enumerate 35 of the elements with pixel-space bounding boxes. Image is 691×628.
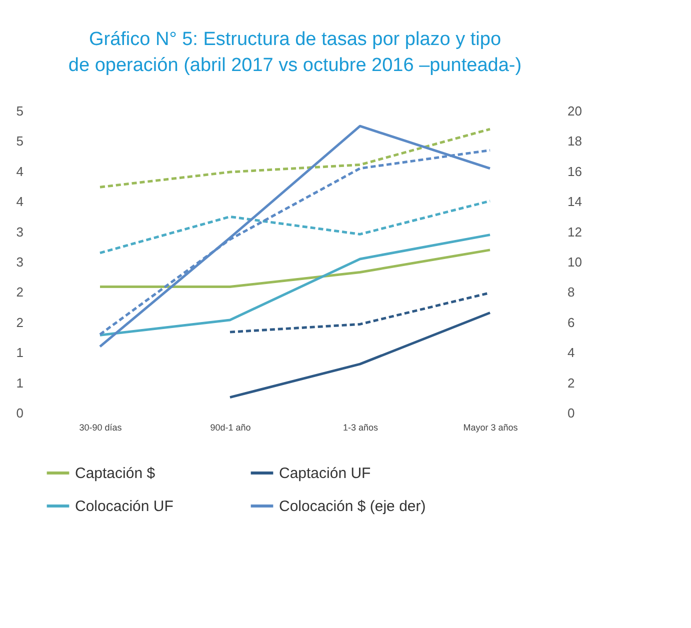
y2-tick-label: 16 (568, 164, 582, 179)
legend-label: Captación UF (279, 465, 371, 482)
y-tick-label: 1 (16, 375, 24, 390)
y2-tick-label: 14 (568, 194, 582, 210)
x-tick-label: 90d-1 año (210, 422, 251, 432)
line-series (98, 234, 492, 336)
y-tick-label: 3 (16, 254, 24, 270)
y2-tick-label: 12 (568, 224, 582, 240)
y2-tick-label: 0 (568, 406, 575, 420)
y2-tick-label: 10 (568, 254, 582, 270)
line-series (98, 128, 492, 188)
y2-tick-label: 8 (568, 284, 575, 300)
y-tick-label: 4 (16, 164, 24, 179)
y-tick-label: 0 (16, 406, 24, 420)
y-tick-label: 2 (16, 284, 24, 300)
legend-label: Colocación $ (eje der) (279, 498, 426, 515)
chart-title: Gráfico N° 5: Estructura de tasas por plazo y tipo de operación (abril 2017 vs octubre 2016 –punteada-) (68, 29, 522, 76)
y-tick-label: 2 (16, 314, 24, 330)
x-tick-label: 1-3 años (342, 422, 379, 432)
y-tick-label: 5 (16, 104, 24, 118)
y2-tick-label: 18 (568, 134, 582, 149)
y-tick-label: 1 (16, 345, 24, 360)
x-tick-label: 30-90 días (79, 422, 122, 432)
y-tick-label: 3 (16, 224, 24, 240)
y2-tick-label: 2 (568, 375, 575, 390)
legend-label: Colocación UF (75, 498, 174, 515)
y2-tick-label: 4 (568, 345, 575, 360)
line-series (98, 200, 492, 254)
y2-tick-label: 20 (568, 104, 582, 118)
line-series (98, 124, 492, 348)
legend-label: Captación $ (75, 465, 156, 482)
x-tick-label: Mayor 3 años (463, 422, 518, 432)
y-tick-label: 4 (16, 194, 24, 210)
y-tick-label: 5 (16, 134, 24, 149)
y2-tick-label: 6 (568, 314, 575, 330)
